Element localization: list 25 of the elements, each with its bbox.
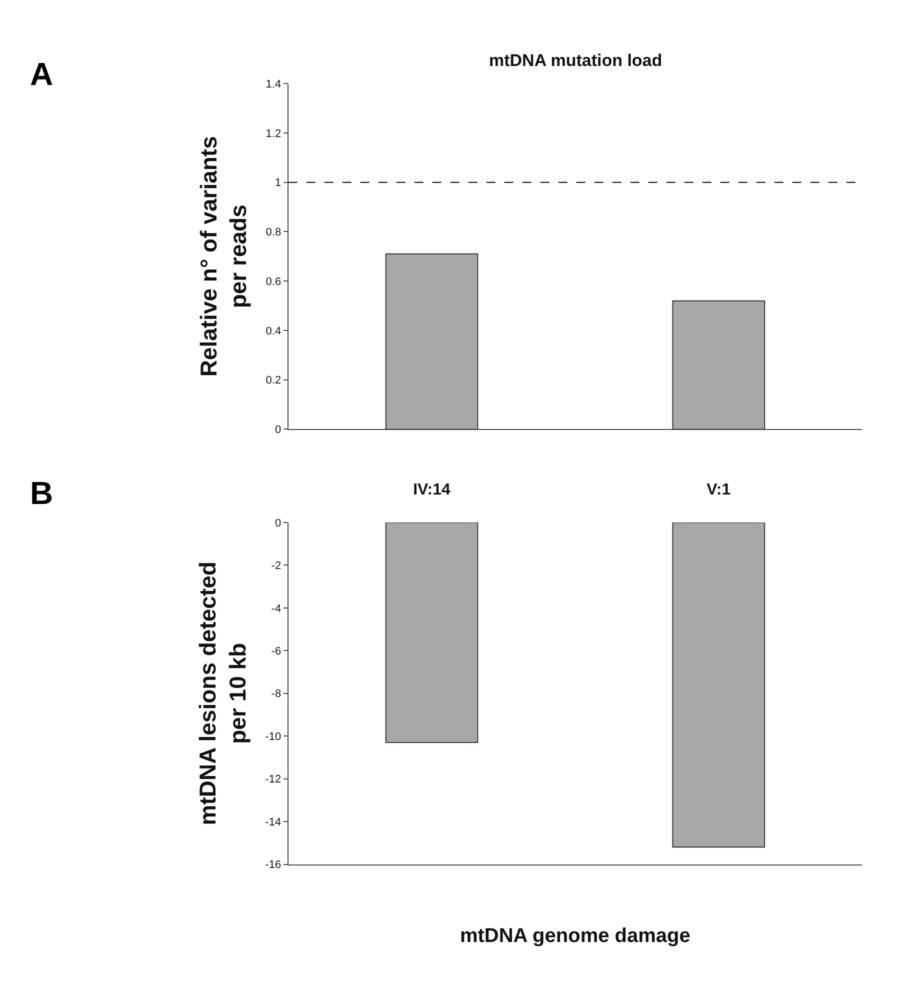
y-axis-title: Relative n° of variants per reads bbox=[195, 136, 252, 377]
y-tick-label: 1.2 bbox=[266, 128, 282, 140]
y-tick-label: -6 bbox=[271, 646, 282, 658]
x-tick-label: V:1 bbox=[706, 481, 731, 498]
y-tick-label: -14 bbox=[265, 816, 282, 828]
text: A bbox=[30, 56, 54, 92]
y-tick-label: -4 bbox=[271, 602, 282, 615]
y-tick-label: 0 bbox=[274, 424, 282, 436]
y-tick-label: 0.6 bbox=[266, 276, 282, 288]
y-tick-label: -10 bbox=[265, 730, 282, 743]
y-axis-title: mtDNA lesions detected per 10 kb bbox=[194, 562, 251, 826]
y-tick-label: 1.4 bbox=[266, 78, 282, 90]
chart-title: mtDNA mutation load bbox=[489, 51, 662, 70]
y-tick-label: -16 bbox=[265, 859, 282, 872]
x-tick-label: IV:14 bbox=[413, 481, 451, 498]
y-tick-label: 1 bbox=[274, 177, 282, 190]
y-tick-label: -8 bbox=[271, 688, 282, 700]
y-tick-label: 0.8 bbox=[266, 226, 282, 239]
y-tick-label: 0 bbox=[274, 517, 282, 530]
y-tick-label: 0.4 bbox=[266, 325, 282, 338]
text: B bbox=[30, 475, 54, 511]
y-tick-label: -2 bbox=[271, 560, 282, 572]
x-axis-title: mtDNA genome damage bbox=[460, 924, 690, 947]
y-tick-label: 0.2 bbox=[266, 374, 282, 387]
y-tick-label: -12 bbox=[265, 774, 282, 786]
